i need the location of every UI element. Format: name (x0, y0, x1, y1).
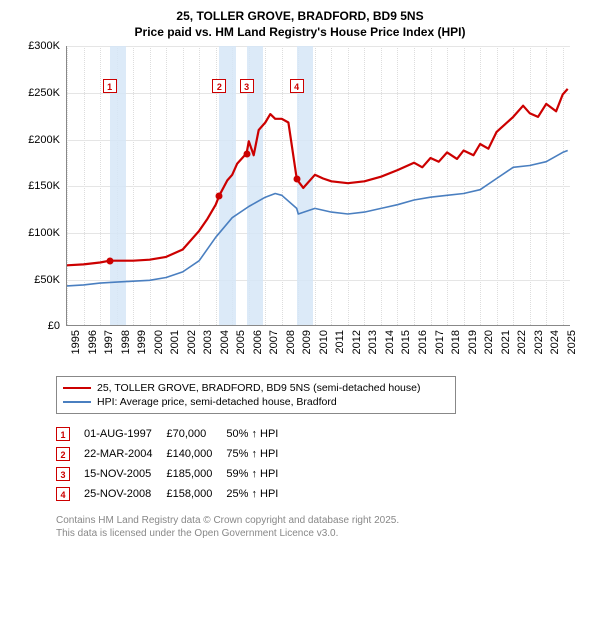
event-price: £158,000 (166, 484, 226, 504)
x-tick-label: 2019 (467, 330, 479, 354)
footer-line2: This data is licensed under the Open Gov… (56, 527, 590, 540)
event-number: 1 (56, 427, 70, 441)
event-delta: 59% ↑ HPI (226, 464, 292, 484)
x-axis: 1995 1996 1997 1998 1999 2000 2001 2002 2003 2004… (66, 328, 570, 368)
x-tick-label: 2018 (450, 330, 462, 354)
event-date: 22-MAR-2004 (84, 444, 166, 464)
x-tick-label: 2014 (384, 330, 396, 354)
x-tick-label: 2004 (219, 330, 231, 354)
chart-title: 25, TOLLER GROVE, BRADFORD, BD9 5NS Pric… (10, 8, 590, 40)
event-number: 4 (56, 487, 70, 501)
line-layer (67, 46, 571, 326)
event-number: 3 (56, 467, 70, 481)
marker-label: 3 (240, 79, 254, 93)
x-tick-label: 2015 (400, 330, 412, 354)
price-dot (106, 258, 113, 265)
footer: Contains HM Land Registry data © Crown c… (56, 514, 590, 540)
x-tick-label: 2013 (367, 330, 379, 354)
y-tick-label: £200K (28, 134, 60, 146)
footer-line1: Contains HM Land Registry data © Crown c… (56, 514, 590, 527)
series-line (67, 151, 568, 286)
x-tick-label: 2025 (566, 330, 578, 354)
event-delta: 25% ↑ HPI (226, 484, 292, 504)
x-tick-label: 2012 (351, 330, 363, 354)
event-date: 01-AUG-1997 (84, 424, 166, 444)
legend-label: 25, TOLLER GROVE, BRADFORD, BD9 5NS (sem… (97, 382, 421, 394)
y-tick-label: £150K (28, 180, 60, 192)
marker-label: 4 (290, 79, 304, 93)
x-tick-label: 2003 (202, 330, 214, 354)
series-line (67, 89, 568, 265)
event-row: 3 15-NOV-2005£185,00059% ↑ HPI (56, 464, 292, 484)
legend-label: HPI: Average price, semi-detached house,… (97, 396, 337, 408)
x-tick-label: 2021 (500, 330, 512, 354)
price-dot (293, 175, 300, 182)
x-tick-label: 2023 (533, 330, 545, 354)
y-tick-label: £250K (28, 87, 60, 99)
event-price: £140,000 (166, 444, 226, 464)
event-date: 15-NOV-2005 (84, 464, 166, 484)
legend-item: HPI: Average price, semi-detached house,… (63, 395, 449, 409)
x-tick-label: 1995 (70, 330, 82, 354)
event-delta: 50% ↑ HPI (226, 424, 292, 444)
x-tick-label: 2009 (301, 330, 313, 354)
x-tick-label: 2000 (153, 330, 165, 354)
y-axis: £0£50K£100K£150K£200K£250K£300K (20, 46, 64, 326)
x-tick-label: 1998 (120, 330, 132, 354)
x-tick-label: 1999 (136, 330, 148, 354)
event-price: £70,000 (166, 424, 226, 444)
legend: 25, TOLLER GROVE, BRADFORD, BD9 5NS (sem… (56, 376, 456, 414)
price-dot (243, 150, 250, 157)
event-date: 25-NOV-2008 (84, 484, 166, 504)
x-tick-label: 2007 (268, 330, 280, 354)
x-tick-label: 2005 (235, 330, 247, 354)
plot-area: 1 23 4 (66, 46, 570, 326)
x-tick-label: 2010 (318, 330, 330, 354)
y-tick-label: £50K (34, 274, 60, 286)
x-tick-label: 2006 (252, 330, 264, 354)
event-price: £185,000 (166, 464, 226, 484)
title-line1: 25, TOLLER GROVE, BRADFORD, BD9 5NS (10, 8, 590, 24)
marker-label: 2 (212, 79, 226, 93)
events-table: 1 01-AUG-1997£70,00050% ↑ HPI 2 22-MAR-2004… (56, 424, 590, 504)
chart: £0£50K£100K£150K£200K£250K£300K 1234 199… (20, 46, 580, 368)
price-dot (216, 192, 223, 199)
x-tick-label: 2022 (516, 330, 528, 354)
x-tick-label: 2011 (334, 330, 346, 354)
legend-item: 25, TOLLER GROVE, BRADFORD, BD9 5NS (sem… (63, 381, 449, 395)
x-tick-label: 2008 (285, 330, 297, 354)
x-tick-label: 2020 (483, 330, 495, 354)
x-tick-label: 2017 (434, 330, 446, 354)
legend-swatch (63, 387, 91, 389)
event-row: 2 22-MAR-2004£140,00075% ↑ HPI (56, 444, 292, 464)
y-tick-label: £100K (28, 227, 60, 239)
event-row: 4 25-NOV-2008£158,00025% ↑ HPI (56, 484, 292, 504)
legend-swatch (63, 401, 91, 403)
event-row: 1 01-AUG-1997£70,00050% ↑ HPI (56, 424, 292, 444)
x-tick-label: 2024 (549, 330, 561, 354)
x-tick-label: 2002 (186, 330, 198, 354)
event-delta: 75% ↑ HPI (226, 444, 292, 464)
y-tick-label: £0 (48, 320, 60, 332)
marker-label: 1 (103, 79, 117, 93)
x-tick-label: 1997 (103, 330, 115, 354)
x-tick-label: 2001 (169, 330, 181, 354)
title-line2: Price paid vs. HM Land Registry's House … (10, 24, 590, 40)
x-tick-label: 1996 (87, 330, 99, 354)
x-tick-label: 2016 (417, 330, 429, 354)
y-tick-label: £300K (28, 40, 60, 52)
event-number: 2 (56, 447, 70, 461)
